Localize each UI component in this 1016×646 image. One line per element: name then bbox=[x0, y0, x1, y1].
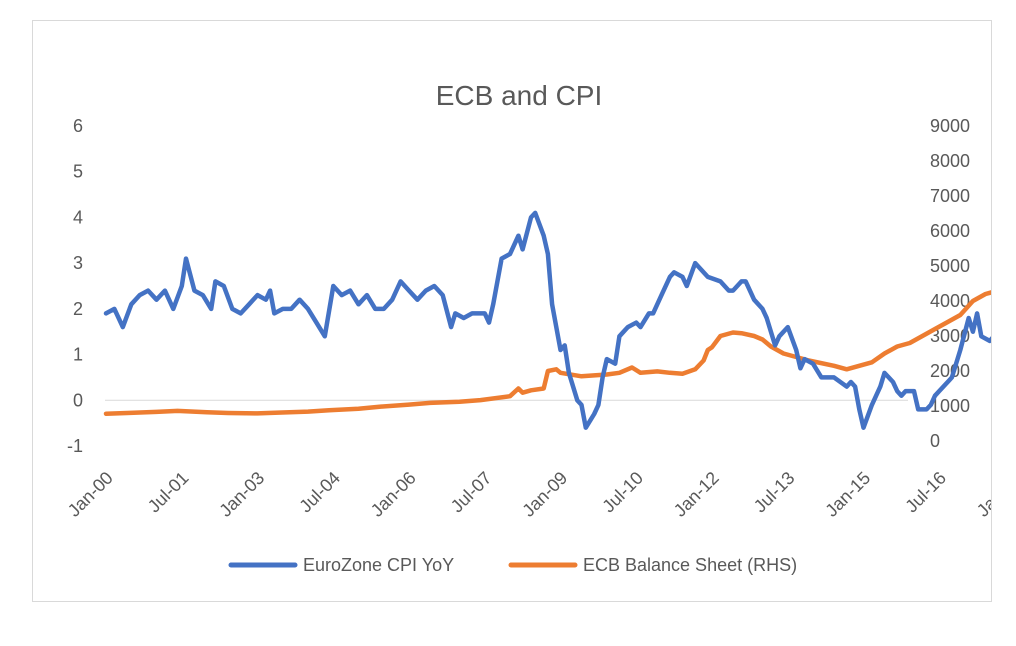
x-tick-label: Jul-10 bbox=[598, 468, 647, 517]
right-tick-label: 5000 bbox=[930, 256, 970, 276]
right-tick-label: 7000 bbox=[930, 186, 970, 206]
x-tick-label: Jul-13 bbox=[750, 468, 799, 517]
left-tick-label: 2 bbox=[73, 299, 83, 319]
legend: EuroZone CPI YoY ECB Balance Sheet (RHS) bbox=[228, 555, 797, 575]
series-layer bbox=[103, 210, 991, 430]
x-tick-label: Jan-15 bbox=[821, 468, 874, 521]
left-tick-label: 0 bbox=[73, 390, 83, 410]
right-tick-label: 2000 bbox=[930, 361, 970, 381]
series-line-ecb bbox=[103, 290, 991, 416]
x-tick-label: Jan-00 bbox=[64, 468, 117, 521]
chart-title: ECB and CPI bbox=[436, 80, 603, 111]
right-axis: 9000 8000 7000 6000 5000 4000 3000 2000 1000 0 bbox=[930, 116, 970, 451]
x-axis: Jan-00 Jul-01 Jan-03 Jul-04 Jan-06 Jul-07 Jan-… bbox=[64, 468, 991, 521]
right-tick-label: 3000 bbox=[930, 326, 970, 346]
left-tick-label: 4 bbox=[73, 207, 83, 227]
x-tick-label: Jan-09 bbox=[518, 468, 571, 521]
right-tick-label: 9000 bbox=[930, 116, 970, 136]
left-tick-label: 6 bbox=[73, 116, 83, 136]
x-tick-label: Jan-06 bbox=[367, 468, 420, 521]
x-tick-label: Jul-16 bbox=[901, 468, 950, 517]
legend-label-cpi: EuroZone CPI YoY bbox=[303, 555, 454, 575]
x-tick-label: Jan-18 bbox=[973, 468, 991, 521]
x-tick-label: Jan-12 bbox=[670, 468, 723, 521]
series-line-cpi bbox=[103, 210, 991, 430]
line-chart: ECB and CPI 6 5 4 3 2 1 0 -1 9000 8000 7000 6000 50… bbox=[64, 80, 991, 575]
legend-label-ecb: ECB Balance Sheet (RHS) bbox=[583, 555, 797, 575]
right-tick-label: 6000 bbox=[930, 221, 970, 241]
left-tick-label: -1 bbox=[67, 436, 83, 456]
x-tick-label: Jul-01 bbox=[144, 468, 193, 517]
x-tick-label: Jul-07 bbox=[447, 468, 496, 517]
left-tick-label: 3 bbox=[73, 253, 83, 273]
right-tick-label: 4000 bbox=[930, 291, 970, 311]
left-axis: 6 5 4 3 2 1 0 -1 bbox=[67, 116, 83, 456]
left-tick-label: 5 bbox=[73, 162, 83, 182]
right-tick-label: 0 bbox=[930, 431, 940, 451]
x-tick-label: Jul-04 bbox=[295, 468, 344, 517]
right-tick-label: 8000 bbox=[930, 151, 970, 171]
right-tick-label: 1000 bbox=[930, 396, 970, 416]
chart-frame: ECB and CPI 6 5 4 3 2 1 0 -1 9000 8000 7000 6000 50… bbox=[32, 20, 992, 602]
left-tick-label: 1 bbox=[73, 345, 83, 365]
x-tick-label: Jan-03 bbox=[215, 468, 268, 521]
